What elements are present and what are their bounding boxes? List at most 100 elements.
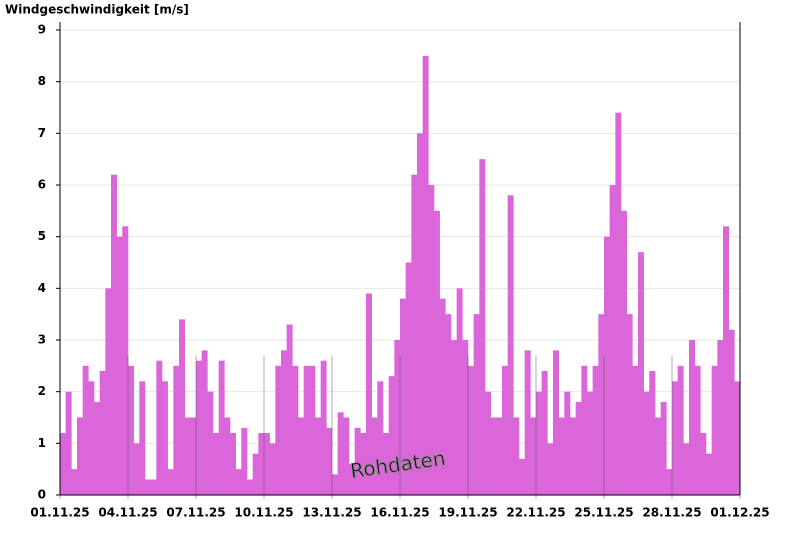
bar (116, 236, 123, 495)
bar (258, 433, 265, 495)
bar (366, 293, 372, 495)
bar (547, 443, 554, 495)
bar (88, 381, 95, 495)
bar (303, 365, 310, 495)
y-tick-label: 5 (38, 229, 46, 243)
bar (643, 391, 650, 495)
y-tick-label: 9 (38, 23, 46, 37)
bar (190, 417, 197, 495)
bar (536, 391, 542, 495)
bar (439, 298, 446, 495)
bar (230, 433, 236, 495)
bar (179, 319, 185, 495)
bar (496, 417, 503, 495)
bar (337, 412, 344, 495)
bar (422, 55, 429, 495)
bar (700, 433, 707, 495)
bar (445, 314, 452, 495)
bar (626, 314, 633, 495)
y-tick-label: 3 (38, 333, 46, 347)
bar (377, 381, 384, 495)
x-tick-label: 16.11.25 (370, 506, 429, 520)
bar (201, 350, 208, 495)
bar (711, 365, 718, 495)
x-tick-label: 22.11.25 (506, 506, 565, 520)
bar (269, 443, 276, 495)
bar (320, 360, 327, 495)
bar (513, 417, 520, 495)
bar (530, 417, 537, 495)
bar (485, 391, 491, 495)
bar (111, 174, 117, 495)
bar (184, 417, 191, 495)
bar (105, 288, 112, 495)
bar (349, 464, 355, 495)
bar (660, 402, 667, 495)
x-tick-label: 19.11.25 (438, 506, 497, 520)
y-tick-label: 6 (38, 178, 46, 192)
bar (723, 226, 729, 496)
bar (252, 453, 259, 495)
bar (524, 350, 531, 495)
bar (507, 195, 514, 496)
bar (326, 427, 333, 495)
bar (213, 433, 219, 495)
bar (235, 469, 242, 495)
bar (371, 417, 378, 495)
x-tick-label: 25.11.25 (574, 506, 633, 520)
bar (173, 365, 180, 495)
bar (405, 262, 412, 495)
bar (309, 365, 316, 495)
bar (490, 417, 497, 495)
bar (728, 329, 735, 495)
bar (581, 365, 588, 495)
bar (541, 371, 548, 495)
bar (298, 417, 304, 495)
bar (451, 340, 457, 495)
bar (388, 376, 395, 495)
bar (218, 360, 225, 495)
bar (241, 427, 248, 495)
bar (315, 417, 321, 495)
bar (128, 365, 134, 495)
bar (150, 479, 157, 495)
bar (411, 174, 418, 495)
y-tick-label: 1 (38, 436, 46, 450)
bar (615, 112, 622, 496)
bar (133, 443, 140, 495)
y-tick-label: 8 (38, 74, 46, 88)
bar (196, 360, 202, 495)
bar (734, 381, 741, 495)
bar (428, 185, 435, 495)
x-tick-label: 28.11.25 (642, 506, 701, 520)
bar (82, 365, 89, 495)
bar (456, 288, 463, 495)
bar (167, 469, 174, 495)
bar (99, 371, 106, 495)
bar (360, 433, 367, 495)
bar (683, 443, 690, 495)
bar (122, 226, 129, 496)
x-tick-label: 13.11.25 (302, 506, 361, 520)
bar (672, 381, 678, 495)
x-tick-label: 04.11.25 (98, 506, 157, 520)
bar (592, 365, 599, 495)
bar (621, 210, 627, 496)
bar (343, 417, 350, 495)
bar (60, 433, 66, 495)
bar (145, 479, 151, 495)
bar (666, 469, 673, 495)
bar (587, 391, 593, 495)
chart-title: Windgeschwindigkeit [m/s] (5, 3, 189, 17)
bar (564, 391, 571, 495)
y-tick-label: 4 (38, 281, 46, 295)
bar (717, 340, 724, 495)
bar (286, 324, 293, 495)
bar (649, 371, 656, 495)
bar (354, 427, 361, 495)
bar (694, 365, 701, 495)
bar (275, 365, 282, 495)
bar (689, 340, 695, 495)
bar (570, 417, 576, 495)
